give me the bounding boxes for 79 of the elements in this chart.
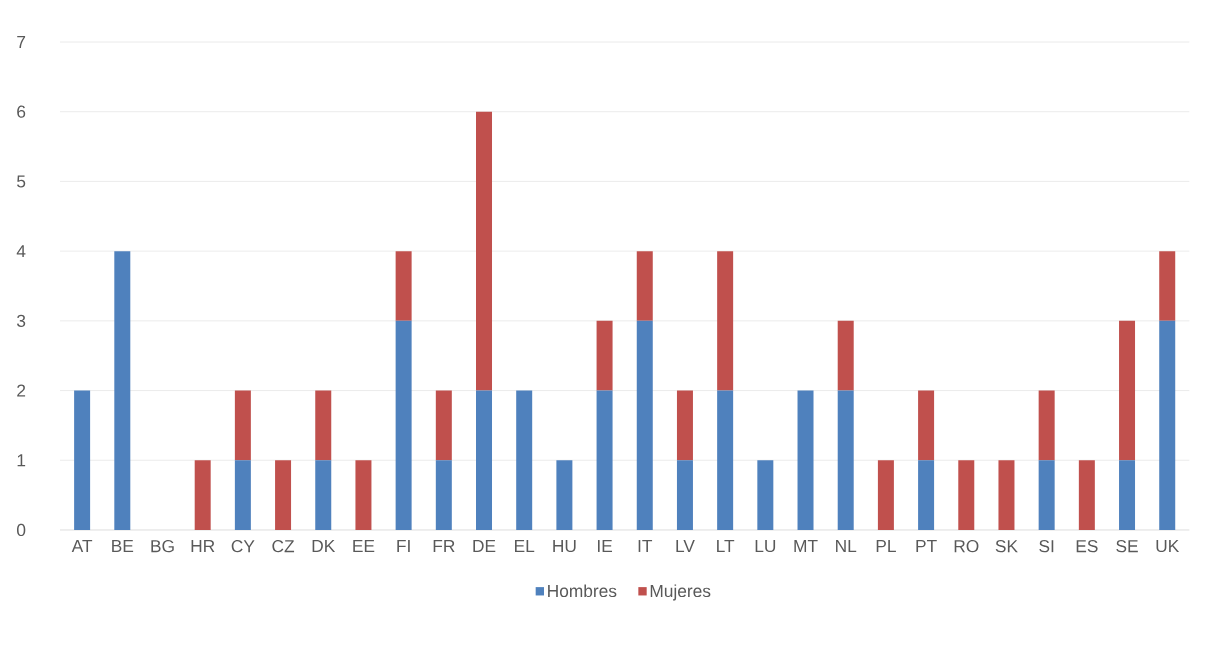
bar xyxy=(435,390,452,461)
bar xyxy=(476,390,493,530)
x-tick-label: BG xyxy=(151,540,174,553)
bar xyxy=(234,390,251,461)
bar xyxy=(918,390,935,461)
x-tick-label: AT xyxy=(71,540,93,552)
bar xyxy=(275,460,292,530)
x-tick-label: FI xyxy=(397,540,410,552)
x-tick-label: HR xyxy=(191,540,215,552)
bar xyxy=(837,320,854,391)
bar xyxy=(1119,320,1136,461)
x-tick-label: BE xyxy=(112,540,134,552)
bar xyxy=(1038,390,1055,461)
bar xyxy=(596,390,613,530)
bar xyxy=(676,390,693,461)
bar xyxy=(757,460,774,530)
bar xyxy=(395,251,412,321)
bar xyxy=(1159,320,1176,530)
y-tick-label: 0 xyxy=(17,523,26,537)
x-tick-label: CY xyxy=(231,540,255,553)
bar xyxy=(797,390,814,530)
bar xyxy=(1119,460,1136,530)
x-tick-label: CZ xyxy=(272,540,295,553)
bar xyxy=(837,390,854,530)
x-tick-label: HU xyxy=(553,540,576,553)
legend-label: Hombres xyxy=(548,584,617,598)
x-tick-label: LU xyxy=(755,540,776,553)
bar xyxy=(596,320,613,391)
x-tick-label: UK xyxy=(1156,540,1180,553)
x-tick-label: RO xyxy=(954,540,979,553)
bar xyxy=(74,390,91,530)
y-tick-label: 6 xyxy=(17,105,26,118)
x-tick-label: FR xyxy=(433,540,455,552)
bar xyxy=(1159,251,1176,321)
y-tick-label: 7 xyxy=(17,36,26,48)
bar xyxy=(1078,460,1095,530)
x-tick-label: EL xyxy=(515,540,535,552)
bar xyxy=(717,390,734,530)
y-tick-label: 3 xyxy=(17,314,26,327)
x-tick-label: LV xyxy=(676,540,695,552)
bar xyxy=(717,251,734,391)
legend-label: Mujeres xyxy=(650,584,711,601)
bar xyxy=(234,460,251,530)
bar xyxy=(636,320,653,530)
x-tick-label: PT xyxy=(916,540,937,552)
x-tick-label: EE xyxy=(353,540,375,552)
y-tick-label: 5 xyxy=(17,175,26,188)
x-tick-label: PL xyxy=(876,540,896,552)
y-tick-label: 2 xyxy=(17,384,26,397)
bar xyxy=(476,111,493,391)
x-tick-label: DE xyxy=(473,540,496,552)
bar xyxy=(676,460,693,530)
x-tick-label: MT xyxy=(794,540,818,552)
bar xyxy=(435,460,452,530)
y-tick-label: 1 xyxy=(17,454,26,467)
bar xyxy=(556,460,573,530)
bar xyxy=(114,251,131,530)
bar xyxy=(315,390,332,461)
bar xyxy=(918,460,935,530)
x-tick-label: IT xyxy=(638,540,653,552)
x-tick-label: DK xyxy=(312,540,336,552)
bar xyxy=(636,251,653,321)
bar xyxy=(395,320,412,530)
x-tick-label: SK xyxy=(995,540,1018,553)
bar xyxy=(877,460,894,530)
bar xyxy=(194,460,211,530)
bar xyxy=(998,460,1015,530)
bar xyxy=(516,390,533,530)
x-tick-label: IE xyxy=(598,540,613,552)
bar xyxy=(355,460,372,530)
x-tick-label: LT xyxy=(717,540,735,552)
x-tick-label: ES xyxy=(1076,540,1098,553)
y-tick-label: 4 xyxy=(16,245,26,258)
bar xyxy=(958,460,975,530)
x-tick-label: SE xyxy=(1116,540,1138,553)
bar xyxy=(1038,460,1055,530)
x-tick-label: SI xyxy=(1039,540,1054,553)
x-tick-label: NL xyxy=(836,540,857,552)
bar xyxy=(315,460,332,530)
